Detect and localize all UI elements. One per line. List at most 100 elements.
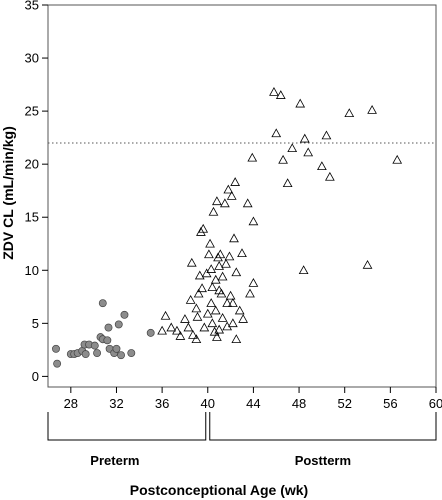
y-tick-label: 35: [25, 0, 39, 13]
y-tick-label: 5: [32, 316, 39, 331]
postterm-data-point: [231, 334, 242, 344]
postterm-data-point: [210, 305, 221, 315]
preterm-data-point: [114, 320, 123, 329]
postterm-data-point: [237, 248, 247, 258]
postterm-data-point: [172, 325, 182, 335]
postterm-data-point: [198, 223, 209, 233]
y-tick-label: 0: [32, 369, 39, 384]
postterm-data-point: [191, 303, 202, 313]
postterm-data-point: [248, 277, 259, 287]
postterm-data-point: [204, 249, 214, 259]
postterm-data-point: [223, 184, 234, 194]
postterm-data-point: [225, 290, 236, 300]
y-tick-label: 30: [25, 51, 39, 66]
preterm-data-point: [103, 336, 112, 345]
postterm-data-point: [186, 257, 197, 267]
postterm-data-point: [217, 313, 228, 322]
postterm-data-point: [214, 324, 225, 334]
postterm-data-point: [214, 261, 225, 270]
postterm-data-point: [205, 238, 215, 248]
postterm-data-point: [160, 310, 171, 320]
preterm-data-point: [112, 344, 121, 353]
y-tick-label: 10: [25, 263, 39, 278]
x-tick-label: 60: [429, 396, 442, 411]
x-tick-label: 44: [246, 396, 260, 411]
postterm-data-point: [269, 86, 279, 96]
postterm-data-point: [199, 322, 210, 332]
postterm-data-point: [238, 314, 249, 323]
group-label: Preterm: [90, 453, 139, 468]
y-tick-label: 20: [25, 157, 39, 172]
postterm-data-point: [213, 252, 223, 262]
postterm-data-point: [196, 227, 206, 236]
postterm-data-point: [242, 198, 253, 208]
postterm-data-point: [194, 270, 205, 280]
postterm-data-point: [202, 308, 213, 318]
age-group-brackets: Preterm Postterm: [47, 412, 437, 468]
preterm-data-point: [93, 349, 102, 357]
group-bracket: [209, 412, 437, 441]
preterm-data-point: [52, 344, 60, 353]
postterm-data-point: [221, 258, 231, 268]
postterm-data-point: [295, 98, 306, 108]
preterm-data-point: [81, 350, 90, 359]
postterm-data-point: [248, 216, 259, 226]
preterm-data-point: [98, 299, 107, 308]
postterm-data-point: [224, 251, 235, 261]
x-tick-label: 52: [337, 396, 351, 411]
postterm-data-point: [183, 322, 194, 332]
group-bracket: [47, 412, 207, 441]
postterm-data-point: [215, 249, 226, 259]
postterm-data-point: [392, 154, 403, 164]
postterm-data-point: [208, 206, 219, 216]
postterm-data-point: [287, 143, 298, 153]
postterm-data-point: [206, 264, 217, 273]
postterm-data-point: [220, 198, 230, 208]
y-axis-title: ZDV CL (mL/min/kg): [0, 126, 16, 260]
preterm-data-point: [127, 349, 136, 357]
postterm-data-point: [193, 288, 204, 298]
preterm-data-point: [117, 351, 125, 360]
postterm-data-point: [191, 334, 202, 344]
y-tick-label: 25: [25, 104, 39, 119]
postterm-data-point: [282, 178, 293, 188]
x-tick-label: 48: [292, 396, 306, 411]
data-points: [52, 86, 403, 368]
postterm-data-point: [188, 329, 198, 339]
postterm-data-point: [185, 294, 196, 304]
x-tick-label: 28: [64, 396, 78, 411]
plot-frame: [47, 4, 437, 388]
postterm-data-point: [175, 331, 186, 340]
x-tick-label: 36: [155, 396, 169, 411]
plot-area: [47, 4, 437, 388]
postterm-data-point: [180, 314, 190, 323]
postterm-data-point: [230, 177, 241, 186]
preterm-data-point: [146, 328, 155, 337]
postterm-data-point: [227, 298, 238, 307]
postterm-data-point: [245, 288, 255, 298]
postterm-data-point: [298, 265, 309, 275]
preterm-data-point: [90, 341, 99, 350]
postterm-data-point: [234, 305, 245, 315]
postterm-data-point: [229, 233, 239, 243]
postterm-data-point: [344, 108, 355, 117]
postterm-data-point: [321, 130, 332, 140]
postterm-data-point: [166, 322, 177, 332]
postterm-data-point: [157, 325, 167, 335]
postterm-data-point: [207, 282, 218, 292]
postterm-data-point: [278, 154, 288, 164]
postterm-data-point: [197, 283, 207, 293]
postterm-data-point: [206, 298, 217, 307]
postterm-data-point: [271, 128, 282, 138]
group-label: Postterm: [295, 453, 351, 468]
postterm-data-point: [217, 271, 228, 281]
preterm-data-point: [120, 310, 129, 319]
x-tick-label: 56: [383, 396, 397, 411]
postterm-data-point: [226, 190, 237, 200]
postterm-data-point: [247, 152, 258, 162]
postterm-data-point: [192, 311, 203, 321]
axes: 0 5 10 15 20 25 30 35 28 32 36 40 44 48 52 56 60: [25, 0, 442, 411]
postterm-data-point: [222, 298, 233, 307]
postterm-data-point: [303, 147, 314, 157]
